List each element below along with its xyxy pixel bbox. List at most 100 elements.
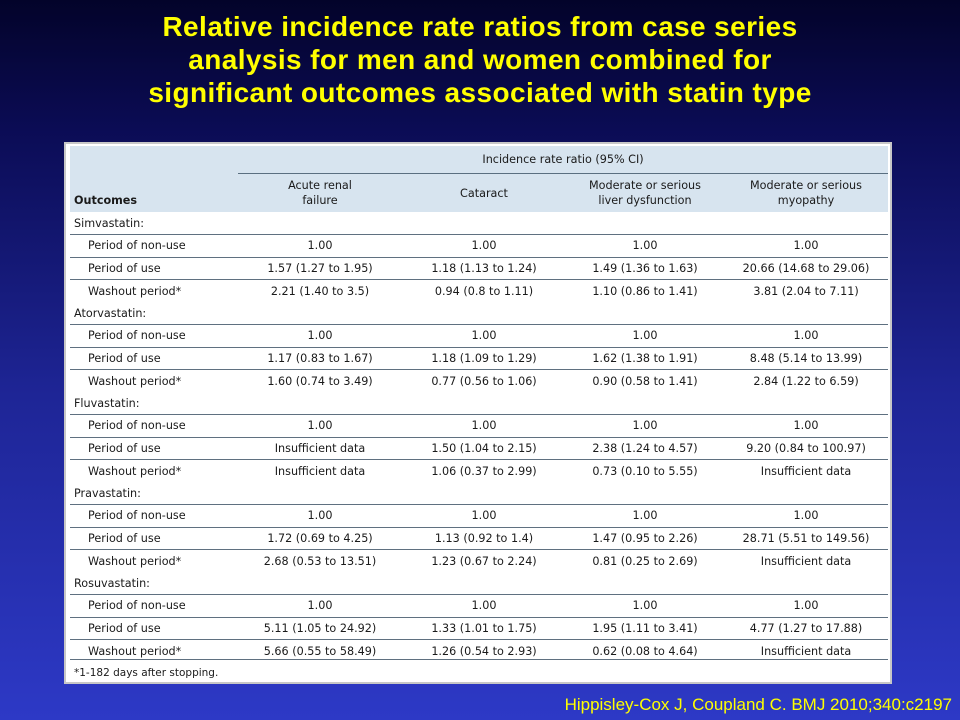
table-cell: 1.00 — [402, 594, 566, 617]
table-cell: 1.17 (0.83 to 1.67) — [238, 346, 402, 370]
footnote: *1-182 days after stopping. — [74, 667, 219, 679]
row-label: Washout period* — [70, 639, 238, 662]
table-row: Period of use Insufficient data 1.50 (1.04… — [70, 436, 889, 460]
table-cell: 1.13 (0.92 to 1.4) — [402, 526, 566, 550]
table-cell: 0.77 (0.56 to 1.06) — [402, 369, 566, 392]
table-cell: 5.11 (1.05 to 24.92) — [238, 616, 402, 640]
table-cell: 1.57 (1.27 to 1.95) — [238, 256, 402, 280]
table-cell: 1.18 (1.09 to 1.29) — [402, 346, 566, 370]
table-cell: 2.68 (0.53 to 13.51) — [238, 549, 402, 572]
results-table-panel: Outcomes Incidence rate ratio (95% CI) A… — [64, 142, 892, 684]
row-label: Period of use — [70, 256, 238, 280]
footnote-divider — [70, 659, 888, 660]
table-row: Period of non-use 1.00 1.00 1.00 1.00 — [70, 504, 889, 527]
table-cell: 0.90 (0.58 to 1.41) — [566, 369, 724, 392]
table-row: Washout period* 5.66 (0.55 to 58.49) 1.26 … — [70, 639, 889, 662]
statin-group-label: Pravastatin: — [74, 486, 141, 500]
column-header-acute-renal-failure: Acute renal failure — [238, 173, 402, 212]
table-cell: 1.62 (1.38 to 1.91) — [566, 346, 724, 370]
table-row: Period of use 1.72 (0.69 to 4.25) 1.13 (0.… — [70, 526, 889, 550]
table-cell: 1.23 (0.67 to 2.24) — [402, 549, 566, 572]
table-cell: 2.21 (1.40 to 3.5) — [238, 279, 402, 302]
statin-group-label: Rosuvastatin: — [74, 576, 150, 590]
row-label: Period of non-use — [70, 414, 238, 437]
table-cell: 1.00 — [238, 324, 402, 347]
table-row: Period of non-use 1.00 1.00 1.00 1.00 — [70, 324, 889, 347]
table-cell: 0.62 (0.08 to 4.64) — [566, 639, 724, 662]
row-label: Period of non-use — [70, 324, 238, 347]
row-label: Washout period* — [70, 279, 238, 302]
row-label: Period of use — [70, 526, 238, 550]
table-cell: Insufficient data — [238, 436, 402, 460]
statin-group-label: Fluvastatin: — [74, 396, 140, 410]
table-cell: 1.00 — [724, 414, 889, 437]
row-label: Period of use — [70, 616, 238, 640]
column-header-myopathy: Moderate or serious myopathy — [724, 173, 889, 212]
column-header-liver-dysfunction: Moderate or serious liver dysfunction — [566, 173, 724, 212]
table-cell: 1.00 — [724, 234, 889, 257]
table-cell: 1.00 — [566, 414, 724, 437]
group-row: Atorvastatin: — [70, 302, 888, 325]
row-label: Washout period* — [70, 459, 238, 482]
group-row: Simvastatin: — [70, 212, 888, 235]
row-label: Period of non-use — [70, 234, 238, 257]
row-label: Washout period* — [70, 549, 238, 572]
table-cell: 1.00 — [566, 594, 724, 617]
table-cell: Insufficient data — [238, 459, 402, 482]
table-cell: 2.38 (1.24 to 4.57) — [566, 436, 724, 460]
group-row: Pravastatin: — [70, 482, 888, 505]
table-cell: 1.00 — [238, 594, 402, 617]
table-cell: 1.00 — [724, 504, 889, 527]
slide-title: Relative incidence rate ratios from case… — [0, 10, 960, 109]
title-line-2: analysis for men and women combined for — [188, 44, 772, 76]
table-cell: 1.00 — [402, 414, 566, 437]
table-cell: 1.10 (0.86 to 1.41) — [566, 279, 724, 302]
table-cell: 9.20 (0.84 to 100.97) — [724, 436, 889, 460]
table-cell: 1.18 (1.13 to 1.24) — [402, 256, 566, 280]
table-cell: 1.00 — [566, 234, 724, 257]
table-cell: 0.73 (0.10 to 5.55) — [566, 459, 724, 482]
table-cell: 28.71 (5.51 to 149.56) — [724, 526, 889, 550]
table-cell: 1.00 — [724, 594, 889, 617]
row-label: Period of non-use — [70, 504, 238, 527]
row-label: Period of use — [70, 436, 238, 460]
table-cell: 2.84 (1.22 to 6.59) — [724, 369, 889, 392]
table-row: Period of non-use 1.00 1.00 1.00 1.00 — [70, 234, 889, 257]
table-body: Simvastatin: Period of non-use 1.00 1.00 1.0… — [70, 212, 889, 662]
table-row: Washout period* Insufficient data 1.06 (0.… — [70, 459, 889, 482]
table-row: Period of use 1.17 (0.83 to 1.67) 1.18 (1.… — [70, 346, 889, 370]
results-table: Outcomes Incidence rate ratio (95% CI) A… — [70, 146, 889, 662]
citation: Hippisley-Cox J, Coupland C. BMJ 2010;34… — [564, 695, 952, 714]
table-cell: 1.00 — [402, 234, 566, 257]
table-row: Period of use 1.57 (1.27 to 1.95) 1.18 (1.… — [70, 256, 889, 280]
statin-group-label: Simvastatin: — [74, 216, 145, 230]
title-line-3: significant outcomes associated with sta… — [148, 77, 812, 109]
table-cell: 1.00 — [566, 324, 724, 347]
table-cell: 8.48 (5.14 to 13.99) — [724, 346, 889, 370]
table-cell: 1.00 — [566, 504, 724, 527]
table-row: Period of non-use 1.00 1.00 1.00 1.00 — [70, 414, 889, 437]
row-label: Washout period* — [70, 369, 238, 392]
table-cell: 1.00 — [724, 324, 889, 347]
table-cell: 1.47 (0.95 to 2.26) — [566, 526, 724, 550]
table-row: Period of use 5.11 (1.05 to 24.92) 1.33 (1… — [70, 616, 889, 640]
incidence-rate-ratio-header: Incidence rate ratio (95% CI) — [238, 146, 889, 174]
table-cell: Insufficient data — [724, 549, 889, 572]
table-row: Washout period* 1.60 (0.74 to 3.49) 0.77 (… — [70, 369, 889, 392]
table-cell: 1.60 (0.74 to 3.49) — [238, 369, 402, 392]
table-cell: 1.06 (0.37 to 2.99) — [402, 459, 566, 482]
group-row: Fluvastatin: — [70, 392, 888, 415]
table-cell: 1.49 (1.36 to 1.63) — [566, 256, 724, 280]
table-cell: Insufficient data — [724, 639, 889, 662]
table-cell: 3.81 (2.04 to 7.11) — [724, 279, 889, 302]
column-header-cataract: Cataract — [402, 173, 566, 212]
table-row: Washout period* 2.68 (0.53 to 13.51) 1.23 … — [70, 549, 889, 572]
table-row: Period of non-use 1.00 1.00 1.00 1.00 — [70, 594, 889, 617]
table-cell: 0.94 (0.8 to 1.11) — [402, 279, 566, 302]
group-row: Rosuvastatin: — [70, 572, 888, 595]
table-cell: 1.95 (1.11 to 3.41) — [566, 616, 724, 640]
table-cell: 4.77 (1.27 to 17.88) — [724, 616, 889, 640]
table-cell: 5.66 (0.55 to 58.49) — [238, 639, 402, 662]
table-cell: 20.66 (14.68 to 29.06) — [724, 256, 889, 280]
table-cell: 1.00 — [402, 504, 566, 527]
